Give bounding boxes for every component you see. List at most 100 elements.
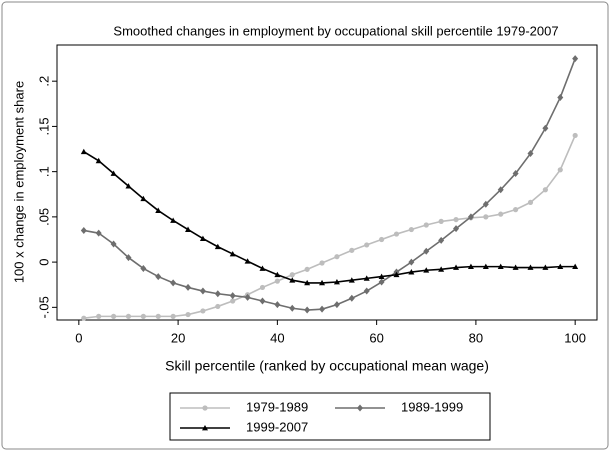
point (140, 195, 147, 202)
point (393, 271, 400, 278)
point (185, 311, 191, 318)
point (96, 313, 102, 319)
point (230, 298, 236, 304)
point (512, 264, 519, 270)
point (572, 263, 579, 270)
point (348, 294, 355, 302)
point (289, 304, 296, 312)
series-line (83, 58, 576, 311)
point (95, 157, 102, 164)
point (453, 225, 460, 233)
point (200, 308, 206, 314)
point (572, 55, 579, 63)
point (453, 216, 459, 223)
point (229, 250, 236, 257)
point (185, 283, 192, 291)
point (202, 405, 208, 411)
point (334, 254, 340, 260)
legend-label: 1989-1999 (401, 399, 463, 414)
point (80, 226, 87, 234)
point (557, 263, 564, 270)
point (155, 273, 162, 281)
point (110, 170, 117, 176)
x-tick-label: 100 (564, 330, 586, 345)
point (110, 313, 117, 319)
point (438, 236, 445, 244)
point (527, 264, 534, 270)
point (170, 217, 177, 223)
x-tick-label: 0 (75, 330, 82, 345)
point (483, 214, 489, 220)
y-tick-label: .2 (36, 76, 51, 87)
point (542, 187, 548, 193)
legend-label: 1999-2007 (246, 419, 308, 434)
point (214, 243, 221, 250)
point (304, 266, 310, 272)
point (259, 265, 266, 271)
point (229, 292, 236, 300)
point (572, 132, 578, 139)
point (363, 287, 370, 295)
y-tick-label: -.05 (36, 296, 51, 318)
point (438, 218, 444, 224)
series-line (83, 135, 576, 319)
point (185, 226, 192, 232)
point (140, 313, 146, 319)
point (542, 264, 549, 270)
y-tick-label: 0 (36, 258, 51, 265)
x-tick-label: 80 (469, 330, 483, 345)
point (155, 313, 161, 319)
point (274, 278, 280, 284)
point (289, 272, 295, 278)
point (557, 93, 564, 101)
point (155, 207, 162, 213)
point (81, 315, 87, 321)
y-tick-label: .15 (36, 117, 51, 135)
point (393, 231, 400, 237)
y-tick-label: .05 (36, 208, 51, 226)
point (378, 236, 385, 243)
point (364, 242, 370, 248)
point (423, 267, 430, 273)
point (333, 279, 340, 285)
point (542, 124, 549, 132)
point (170, 313, 176, 319)
point (513, 207, 519, 213)
point (202, 425, 208, 431)
point (438, 266, 445, 272)
point (319, 305, 326, 313)
point (110, 240, 117, 248)
point (467, 263, 474, 270)
point (289, 277, 296, 283)
chart-title: Smoothed changes in employment by occupa… (113, 23, 558, 38)
point (557, 167, 563, 173)
point (498, 211, 504, 217)
point (453, 264, 460, 270)
point (304, 279, 311, 286)
point (274, 301, 281, 309)
point (170, 279, 177, 287)
point (512, 169, 519, 177)
y-axis-title: 100 x change in employment share (11, 81, 26, 283)
point (423, 222, 429, 228)
point (125, 313, 132, 319)
point (304, 306, 311, 314)
point (319, 260, 325, 266)
point (527, 150, 534, 158)
point (408, 226, 414, 233)
point (482, 263, 489, 270)
x-tick-label: 60 (369, 330, 383, 345)
point (363, 275, 370, 281)
point (482, 200, 489, 208)
point (333, 301, 340, 309)
plot-frame (56, 44, 598, 321)
point (378, 273, 385, 279)
point (497, 263, 504, 270)
y-tick-label: .1 (36, 166, 51, 177)
point (199, 235, 206, 241)
point (259, 297, 266, 305)
point (423, 247, 430, 255)
point (244, 258, 251, 264)
point (408, 258, 415, 266)
